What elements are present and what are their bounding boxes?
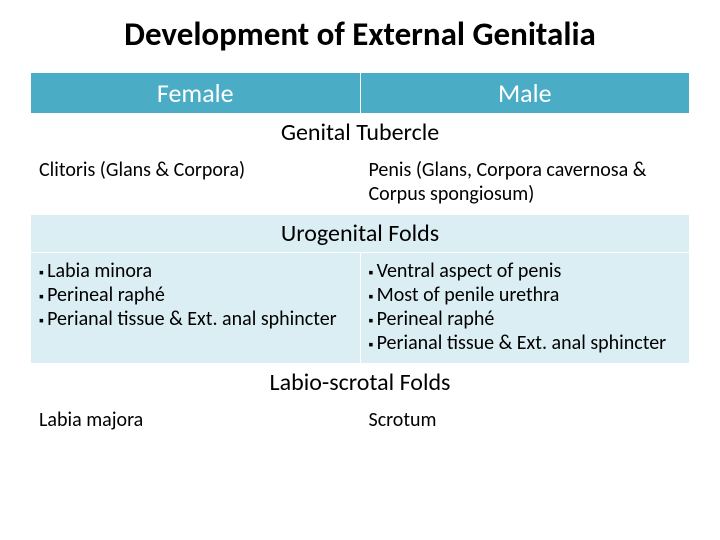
list-item: Most of penile urethra: [369, 283, 680, 307]
list-item: Labia minora: [39, 259, 350, 283]
column-header-female: Female: [31, 73, 361, 114]
section-heading-row: Labio-scrotal Folds: [31, 364, 690, 402]
section-heading-row: Genital Tubercle: [31, 114, 690, 152]
list-item: Ventral aspect of penis: [369, 259, 680, 283]
bullet-list: Labia minoraPerineal raphéPerianal tissu…: [39, 259, 350, 331]
cell-male: Penis (Glans, Corpora cavernosa & Corpus…: [360, 152, 690, 215]
cell-male: Scrotum: [360, 402, 690, 441]
list-item: Perianal tissue & Ext. anal sphincter: [369, 331, 680, 355]
list-item: Perineal raphé: [39, 283, 350, 307]
cell-female: Clitoris (Glans & Corpora): [31, 152, 361, 215]
cell-male: Ventral aspect of penisMost of penile ur…: [360, 253, 690, 364]
slide-title: Development of External Genitalia: [0, 0, 720, 72]
section-heading: Labio-scrotal Folds: [31, 364, 690, 402]
table-row: Labia majoraScrotum: [31, 402, 690, 441]
section-heading: Genital Tubercle: [31, 114, 690, 152]
section-heading-row: Urogenital Folds: [31, 215, 690, 253]
list-item: Perineal raphé: [369, 307, 680, 331]
section-heading: Urogenital Folds: [31, 215, 690, 253]
table-header-row: Female Male: [31, 73, 690, 114]
cell-female: Labia majora: [31, 402, 361, 441]
bullet-list: Ventral aspect of penisMost of penile ur…: [369, 259, 680, 355]
cell-female: Labia minoraPerineal raphéPerianal tissu…: [31, 253, 361, 364]
table-row: Labia minoraPerineal raphéPerianal tissu…: [31, 253, 690, 364]
comparison-table: Female Male Genital TubercleClitoris (Gl…: [30, 72, 690, 441]
list-item: Perianal tissue & Ext. anal sphincter: [39, 307, 350, 331]
table-row: Clitoris (Glans & Corpora)Penis (Glans, …: [31, 152, 690, 215]
column-header-male: Male: [360, 73, 690, 114]
